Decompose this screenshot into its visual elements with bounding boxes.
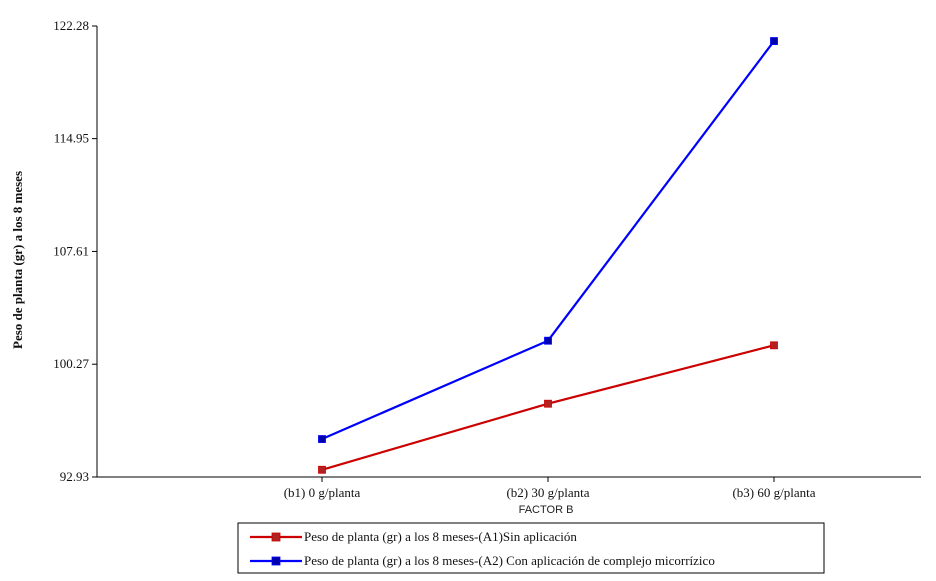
- labels-layer: 92.93 100.27 107.61 114.95 122.28 (b1) 0 g/pl…: [10, 18, 816, 516]
- series-line-2: [321, 40, 775, 441]
- legend: Peso de planta (gr) a los 8 meses-(A1)Si…: [237, 522, 825, 574]
- series-2-point-2: [544, 336, 552, 345]
- series-layer: [318, 37, 778, 474]
- y-tick-label: 100.27: [53, 356, 89, 371]
- y-tick-label: 107.61: [53, 243, 89, 258]
- x-tick-label: (b3) 60 g/planta: [732, 485, 815, 500]
- series-1-point-1: [318, 465, 326, 474]
- series-1-point-3: [770, 341, 778, 350]
- y-tick-label: 122.28: [53, 18, 89, 33]
- series-1-point-2: [544, 399, 552, 408]
- series-2-point-1: [318, 435, 326, 443]
- axes: [92, 25, 921, 482]
- legend-swatch-marker-2: [271, 556, 281, 566]
- x-tick-label: (b1) 0 g/planta: [284, 485, 361, 500]
- legend-swatch-marker-1: [271, 532, 281, 542]
- legend-box: [237, 522, 825, 574]
- y-tick-label: 92.93: [60, 469, 89, 484]
- x-tick-label: (b2) 30 g/planta: [506, 485, 589, 500]
- legend-label-1: Peso de planta (gr) a los 8 meses-(A1)Si…: [304, 529, 577, 544]
- y-axis-title: Peso de planta (gr) a los 8 meses: [10, 171, 25, 349]
- x-axis-title: FACTOR B: [519, 504, 574, 516]
- series-2-point-3: [770, 37, 778, 45]
- legend-label-2: Peso de planta (gr) a los 8 meses-(A2) C…: [304, 553, 715, 568]
- y-tick-label: 114.95: [54, 131, 89, 146]
